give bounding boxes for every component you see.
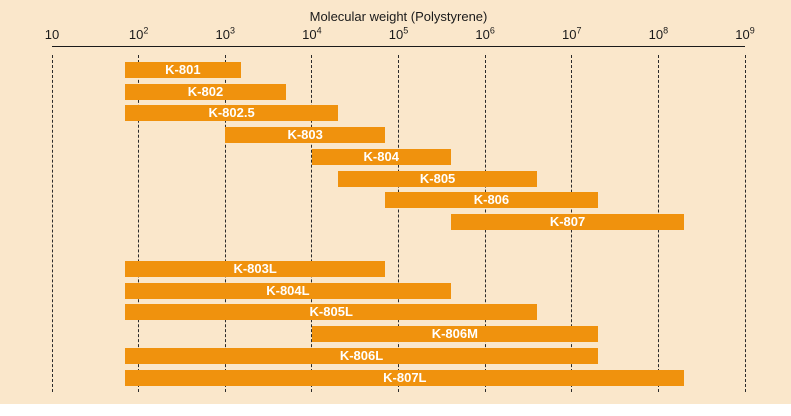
range-bar-k-803l: K-803L	[125, 261, 386, 277]
bar-label: K-801	[165, 62, 201, 77]
bar-label: K-804L	[266, 282, 310, 298]
x-axis-tick-10e3: 103	[215, 25, 235, 42]
bar-label: K-805	[419, 170, 456, 186]
bar-label: K-802.5	[208, 105, 255, 121]
range-bar-k-801: K-801	[125, 62, 241, 78]
bar-label: K-806M	[431, 326, 478, 342]
gridline-10	[51, 55, 53, 392]
gridline-10e5	[398, 55, 399, 392]
chart-title: Molecular weight (Polystyrene)	[309, 9, 488, 24]
bar-label: K-807	[549, 213, 586, 229]
gridline-10e4	[311, 55, 313, 392]
bar-label: K-803L	[233, 261, 277, 276]
tick-exponent: 9	[749, 25, 755, 36]
bar-label: K-806	[473, 192, 510, 208]
x-axis-tick-10e8: 108	[648, 25, 669, 42]
range-bar-k-807l: K-807L	[125, 369, 685, 386]
x-axis-tick-10e7: 107	[562, 25, 582, 42]
x-axis-tick-10e6: 106	[475, 25, 495, 42]
tick-exponent: 4	[316, 25, 322, 36]
range-bar-k-804l: K-804L	[125, 282, 451, 299]
gridline-10e2	[138, 55, 140, 392]
gridline-10e3	[224, 55, 226, 392]
gridline-10e9	[744, 55, 746, 392]
range-bar-k-805: K-805	[337, 170, 538, 187]
range-bar-k-807: K-807	[450, 213, 685, 230]
bar-label: K-802	[187, 83, 224, 99]
range-bar-k-806l: K-806L	[125, 347, 598, 364]
tick-exponent: 3	[229, 25, 235, 36]
tick-exponent: 6	[489, 25, 495, 36]
tick-exponent: 7	[576, 25, 582, 36]
range-bar-k-802.5: K-802.5	[125, 105, 338, 122]
bar-label: K-803	[287, 127, 323, 143]
tick-exponent: 2	[143, 25, 149, 36]
x-axis-tick-10e9: 109	[735, 25, 755, 42]
bar-label: K-804	[363, 148, 399, 164]
x-axis-tick-10e4: 104	[302, 25, 322, 42]
x-axis-tick-10: 10	[44, 27, 60, 42]
tick-exponent: 8	[663, 25, 669, 36]
x-axis-tick-10e5: 105	[388, 25, 409, 42]
bar-label: K-806L	[339, 347, 384, 363]
range-bar-k-806: K-806	[385, 192, 598, 209]
range-bar-k-806m: K-806M	[311, 326, 598, 343]
tick-exponent: 5	[403, 25, 409, 36]
range-bar-k-802: K-802	[125, 83, 286, 100]
range-bar-k-805l: K-805L	[125, 304, 538, 321]
bar-label: K-807L	[383, 369, 427, 385]
range-bar-k-803: K-803	[225, 127, 386, 144]
x-axis-line	[52, 46, 745, 47]
x-axis-tick-10e2: 102	[128, 25, 149, 42]
range-bar-k-804: K-804	[311, 148, 451, 165]
bar-label: K-805L	[309, 304, 353, 320]
